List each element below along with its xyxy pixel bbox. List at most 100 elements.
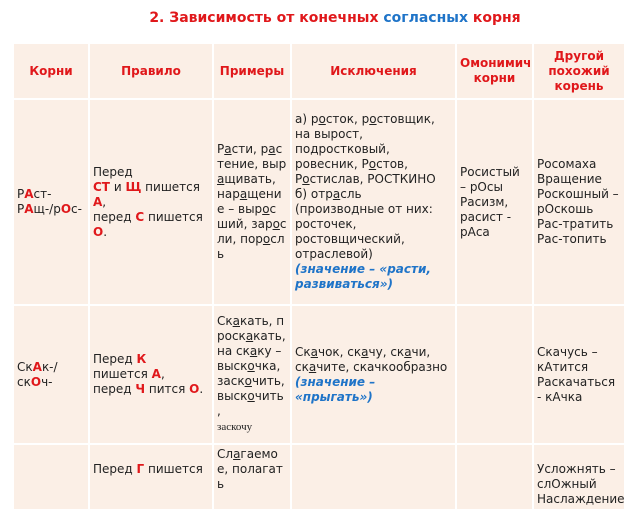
cell-text: ст- [33, 187, 52, 201]
cell-text: . [199, 382, 204, 396]
header-examples: Примеры [212, 42, 292, 100]
highlight-letter: Г [136, 462, 145, 476]
header-exceptions: Исключения [290, 42, 457, 100]
highlight-letter: А [24, 187, 34, 201]
table-row: РАст- РАщ-/рОс- Перед СТ и Щ пишется А, перед… [12, 98, 626, 306]
underlined-vowel: а [332, 187, 341, 201]
cell-text: кать, на ск [217, 329, 286, 358]
cell-text: ку – выск [217, 344, 282, 373]
cell-text: заскочу [217, 421, 253, 433]
highlight-letter: К [136, 352, 147, 366]
cell-text: Наслаждение [537, 492, 625, 506]
cell-text: , [217, 404, 221, 418]
cell-text: сший, зар [217, 202, 277, 231]
underlined-vowel: о [302, 172, 310, 186]
cell-text: перед [93, 209, 136, 224]
highlight-letter: Ч [135, 382, 146, 396]
highlight-letter: А [24, 202, 34, 216]
cell-similar-root: Усложнять – слОжный Наслаждение [532, 443, 626, 511]
underlined-vowel: о [368, 157, 377, 171]
meaning-note: (значение – «прыгать») [295, 374, 376, 404]
highlight-letter: О [30, 374, 42, 389]
cell-text: к-/ск [17, 359, 58, 389]
header-rule: Правило [88, 42, 214, 100]
cell-text: Ск [295, 344, 311, 359]
cell-text: Росистый – рОсы [460, 164, 520, 194]
underlined-vowel: а [232, 314, 240, 328]
cell-text: Скачусь – кАтится [537, 344, 598, 374]
cell-text: сток, р [325, 112, 370, 126]
cell-text: а) р [295, 112, 319, 126]
cell-text: пится [145, 382, 190, 396]
cell-rule: Перед Г пишется [88, 443, 214, 511]
cell-text: Р [217, 142, 225, 156]
cell-exceptions: Скачок, скачу, скачи, скачите, скачкообр… [290, 304, 457, 445]
cell-text: Роскошный – рОскошь [537, 187, 619, 216]
cell-text: чите, скачкообразно [316, 359, 448, 374]
cell-text: , [160, 367, 165, 381]
cell-examples: Скакать, проскакать, на скаку – выскочка… [212, 304, 292, 445]
rules-table: Корни Правило Примеры Исключения Омоними… [12, 42, 626, 511]
cell-text: Р [17, 202, 25, 216]
cell-text: Рас-топить [537, 232, 607, 246]
underlined-vowel: о [272, 217, 280, 231]
cell-text: с- [71, 202, 82, 216]
cell-text: стов, Р [295, 157, 408, 186]
header-row: Корни Правило Примеры Исключения Омоними… [12, 42, 626, 100]
underlined-vowel: а [217, 172, 225, 186]
header-homonyms: Омонимичные корни [455, 42, 534, 100]
cell-homonyms [455, 304, 534, 445]
cell-text: сти, р [231, 142, 269, 156]
underlined-vowel: о [247, 359, 255, 373]
cell-text: б) отр [295, 187, 333, 201]
title-highlight: согласных [383, 10, 468, 26]
cell-text: стение, выр [217, 142, 287, 171]
cell-text: стислав, РОСТКИНО [309, 172, 436, 186]
cell-text: Рас-тратить [537, 217, 614, 231]
cell-text: (производные от них: росточек, ростовщич… [295, 202, 433, 261]
cell-text: Росомаха [537, 157, 597, 171]
meaning-note: (значение – «расти, развиваться») [295, 262, 431, 291]
cell-exceptions [290, 443, 457, 511]
cell-text: Вращение [537, 172, 602, 186]
highlight-letter: О [60, 202, 72, 216]
cell-homonyms [455, 443, 534, 511]
cell-text: Перед [93, 164, 133, 179]
highlight-letter: А [93, 194, 103, 209]
underlined-vowel: о [262, 232, 271, 246]
underlined-vowel: а [310, 344, 318, 359]
highlight-letter: СТ [93, 179, 110, 194]
cell-roots: СкАк-/скОч- [12, 304, 90, 445]
cell-text: Ск [17, 359, 33, 374]
cell-text: пишется [144, 462, 203, 476]
cell-exceptions: а) росток, ростовщик, на вырост, подрост… [290, 98, 457, 306]
cell-homonyms: Росистый – рОсы Расизм, расист - рАса [455, 98, 534, 306]
cell-text: сль [217, 232, 285, 261]
cell-text: и [110, 179, 126, 194]
cell-text: чу, ск [368, 344, 405, 359]
underlined-vowel: о [369, 112, 377, 126]
title-text: 2. Зависимость от конечных [149, 10, 384, 26]
cell-text: сль [340, 187, 362, 201]
underlined-vowel: о [318, 112, 326, 126]
highlight-letter: Щ [125, 179, 142, 194]
cell-text: Перед [93, 352, 137, 366]
cell-text: чи, ск [295, 344, 431, 374]
cell-text: щение – выр [217, 187, 282, 216]
highlight-letter: А [32, 359, 42, 374]
cell-text: пишется [93, 367, 152, 381]
cell-text: Усложнять – слОжный [537, 462, 616, 491]
highlight-letter: С [135, 209, 145, 224]
cell-text: чить [254, 389, 284, 403]
cell-text: , [102, 194, 107, 209]
underlined-vowel: о [247, 389, 255, 403]
highlight-letter: О [93, 224, 104, 239]
cell-text: Р [17, 187, 25, 201]
cell-text: ч- [41, 374, 53, 389]
cell-text: пишется [141, 179, 200, 194]
cell-examples: Расти, растение, выращивать, наращение –… [212, 98, 292, 306]
underlined-vowel: а [268, 142, 276, 156]
cell-text: щ-/р [33, 202, 61, 216]
